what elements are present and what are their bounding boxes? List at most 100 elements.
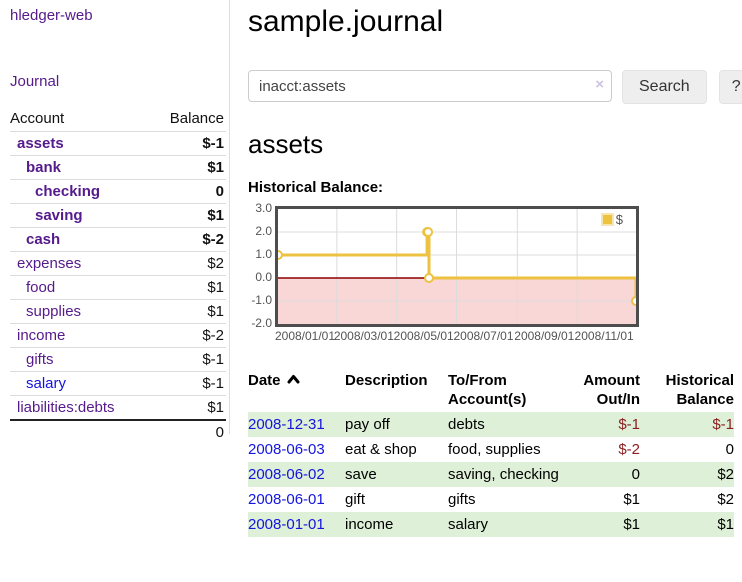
account-balance: $-1 <box>150 371 226 396</box>
search-input[interactable] <box>248 70 612 102</box>
account-row: bank $1 <box>10 155 226 180</box>
transaction-date-link[interactable]: 2008-06-02 <box>248 466 325 483</box>
account-balance: $1 <box>150 203 226 228</box>
account-link[interactable]: income <box>17 327 66 344</box>
data-point-marker <box>278 250 283 260</box>
account-link[interactable]: cash <box>26 231 61 248</box>
transaction-accounts: saving, checking <box>448 462 568 487</box>
data-point-marker <box>631 296 636 306</box>
transaction-balance: $2 <box>717 491 734 508</box>
page-title: sample.journal <box>248 5 444 38</box>
account-link[interactable]: assets <box>17 135 64 152</box>
transaction-accounts: food, supplies <box>448 441 541 458</box>
help-button[interactable]: ? <box>718 70 742 104</box>
search-button[interactable]: Search <box>622 70 707 104</box>
account-balance: 0 <box>150 179 226 204</box>
transaction-accounts: debts <box>448 412 568 437</box>
x-axis-tick-label: 2008/11/01 <box>574 329 634 343</box>
account-row: checking 0 <box>10 179 226 204</box>
transaction-date-link[interactable]: 2008-12-31 <box>248 416 325 433</box>
main-content: sample.journal × Search ? assets Histori… <box>231 0 742 537</box>
transaction-date-link[interactable]: 2008-01-01 <box>248 516 325 533</box>
sort-ascending-icon <box>287 375 300 384</box>
transaction-date-link[interactable]: 2008-06-03 <box>248 441 325 458</box>
account-balance: $-2 <box>150 323 226 348</box>
account-link[interactable]: liabilities:debts <box>17 399 115 416</box>
chart-plot-area[interactable]: $ <box>275 206 639 327</box>
x-axis-tick-label: 2008/03/01 <box>333 329 394 343</box>
chart-title: Historical Balance: <box>248 179 384 196</box>
transaction-description: income <box>345 512 448 537</box>
account-link[interactable]: checking <box>35 183 101 200</box>
transaction-amount: $-1 <box>568 412 640 437</box>
account-balance: $1 <box>150 155 226 180</box>
description-column-header: Description <box>345 372 428 389</box>
register-row[interactable]: 2008-06-02 save saving, checking 0 $2 <box>248 462 734 487</box>
transaction-amount: $1 <box>568 512 640 537</box>
nav-journal-link[interactable]: Journal <box>10 73 60 90</box>
y-axis-tick-label: 1.0 <box>255 247 272 261</box>
x-axis-tick-label: 2008/05/01 <box>393 329 454 343</box>
accounts-total-row: 0 <box>10 419 226 444</box>
date-column-header[interactable]: Date <box>248 369 345 412</box>
balance-column-header-register: Historical Balance <box>665 372 734 408</box>
accounts-table: Account Balance assets $-1 bank $1 checking 0… <box>10 108 226 444</box>
account-balance: $-1 <box>150 347 226 372</box>
account-row: income $-2 <box>10 323 226 348</box>
account-link[interactable]: expenses <box>17 255 82 272</box>
x-axis-tick-label: 2008/01/01 <box>274 329 336 343</box>
transaction-description: eat & shop <box>345 441 417 458</box>
register-row[interactable]: 2008-01-01 income salary $1 $1 <box>248 512 734 537</box>
y-axis-tick-label: -1.0 <box>251 293 272 307</box>
transaction-balance: $2 <box>640 462 734 487</box>
account-row: liabilities:debts $1 <box>10 395 226 420</box>
balance-chart: 3.0 2.0 1.0 0.0 -1.0 -2.0 $ 2008/01/01 2008/03… <box>248 201 640 344</box>
transaction-description: gift <box>345 491 366 508</box>
y-axis-tick-label: -2.0 <box>251 316 272 330</box>
register-table: Date Description To/From Account(s) Amou… <box>248 369 734 537</box>
transaction-date-link[interactable]: 2008-06-01 <box>248 491 325 508</box>
accounts-body: assets $-1 bank $1 checking 0 saving $1 cash $-2 e… <box>10 131 226 420</box>
account-column-header: Account <box>10 110 65 127</box>
transaction-description: save <box>345 462 448 487</box>
account-link[interactable]: supplies <box>26 303 82 320</box>
account-row: assets $-1 <box>10 131 226 156</box>
clear-search-icon[interactable]: × <box>595 76 604 93</box>
account-row: gifts $-1 <box>10 347 226 372</box>
account-balance: $1 <box>150 275 226 300</box>
register-header-row: Date Description To/From Account(s) Amou… <box>248 369 734 412</box>
register-row[interactable]: 2008-06-01 gift gifts $1 $2 <box>248 487 734 512</box>
transaction-balance: $1 <box>640 512 734 537</box>
transaction-balance: $-1 <box>640 412 734 437</box>
search-form: × Search ? <box>248 70 742 104</box>
account-heading: assets <box>248 129 324 159</box>
y-axis-tick-label: 0.0 <box>255 270 272 284</box>
account-row: food $1 <box>10 275 226 300</box>
register-body: 2008-12-31 pay off debts $-1 $-1 2008-06-03 ea… <box>248 412 734 537</box>
account-balance: $-2 <box>150 227 226 252</box>
account-link[interactable]: gifts <box>26 351 54 368</box>
register-row[interactable]: 2008-06-03 eat & shop food, supplies $-2 0 <box>248 437 734 462</box>
account-balance: $2 <box>150 251 226 276</box>
account-balance: $-1 <box>150 131 226 156</box>
accounts-header-row: Account Balance <box>10 108 226 132</box>
account-link[interactable]: salary <box>26 375 67 392</box>
account-row: expenses $2 <box>10 251 226 276</box>
x-axis-tick-label: 2008/09/01 <box>514 329 575 343</box>
account-balance: $1 <box>150 395 226 420</box>
account-balance: $1 <box>150 299 226 324</box>
transaction-amount: $1 <box>623 491 640 508</box>
account-row: supplies $1 <box>10 299 226 324</box>
account-link[interactable]: saving <box>35 207 83 224</box>
transaction-amount: $-2 <box>618 441 640 458</box>
transaction-amount: 0 <box>568 462 640 487</box>
data-point-marker <box>423 227 434 237</box>
accounts-total-balance: 0 <box>150 419 226 444</box>
account-row: saving $1 <box>10 203 226 228</box>
account-link[interactable]: food <box>26 279 56 296</box>
register-row[interactable]: 2008-12-31 pay off debts $-1 $-1 <box>248 412 734 437</box>
brand-link[interactable]: hledger-web <box>10 7 93 24</box>
transaction-description: pay off <box>345 412 448 437</box>
account-link[interactable]: bank <box>26 159 62 176</box>
balance-column-header: Balance <box>169 110 224 127</box>
